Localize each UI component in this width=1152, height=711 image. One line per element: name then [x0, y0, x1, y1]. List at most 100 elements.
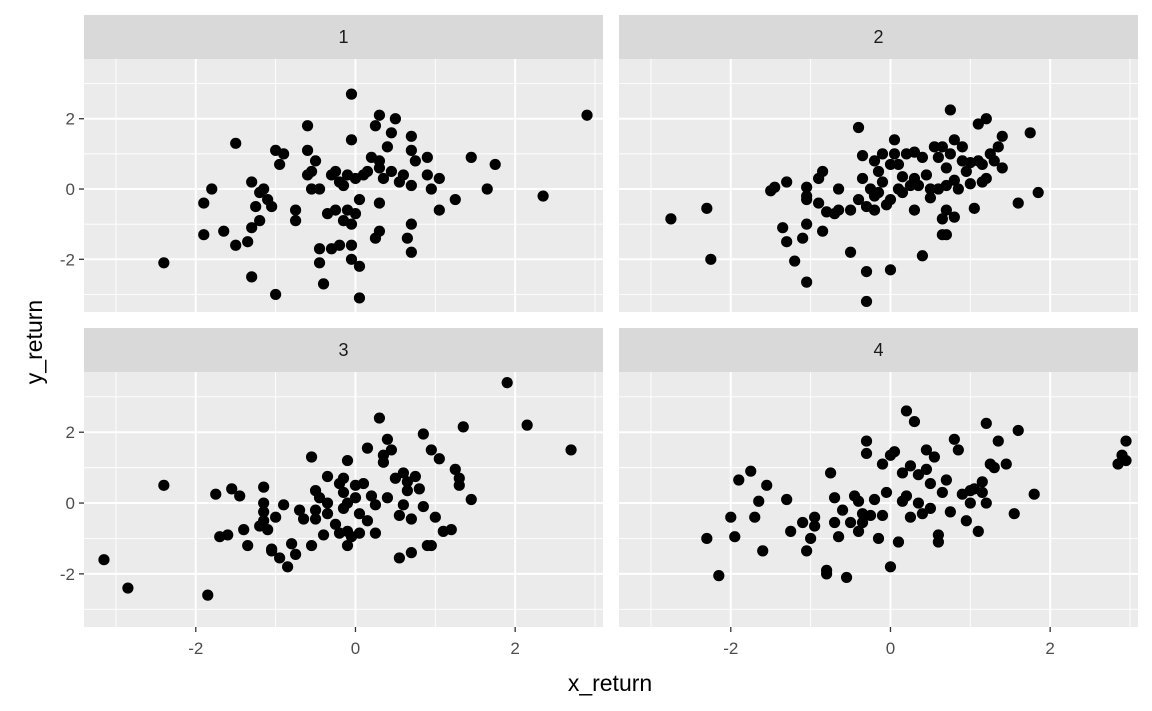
data-point — [852, 121, 865, 134]
data-point — [876, 148, 889, 160]
data-point — [369, 232, 382, 244]
facet-strip-label: 4 — [873, 340, 883, 360]
data-point — [433, 453, 445, 465]
data-point — [278, 499, 290, 511]
data-point — [908, 146, 921, 158]
x-axis-title: x_return — [568, 670, 652, 696]
data-point — [940, 204, 952, 216]
data-point — [397, 467, 409, 479]
data-point — [341, 454, 354, 467]
y-tick-label: 2 — [66, 423, 75, 442]
data-point — [301, 120, 314, 132]
data-point — [389, 113, 401, 125]
data-point — [433, 172, 445, 185]
data-point — [565, 444, 577, 456]
data-point — [158, 257, 170, 269]
facet-panel: 4 — [619, 328, 1138, 627]
data-point — [393, 552, 405, 564]
x-tick-label: 0 — [351, 639, 360, 658]
x-tick-label: -2 — [723, 639, 738, 658]
data-point — [230, 137, 242, 149]
data-point — [282, 561, 294, 573]
data-point — [242, 539, 254, 552]
data-point — [876, 176, 889, 188]
data-point — [1008, 508, 1020, 520]
data-point — [864, 509, 877, 522]
data-point — [246, 176, 258, 188]
y-axis-title: y_return — [21, 300, 47, 384]
data-point — [453, 479, 465, 491]
data-point — [960, 165, 972, 178]
data-point — [266, 545, 278, 557]
data-point — [952, 183, 964, 195]
data-point — [381, 492, 394, 504]
data-point — [305, 451, 318, 463]
facet-strip-label: 2 — [873, 27, 883, 47]
data-point — [317, 529, 330, 541]
data-point — [944, 506, 956, 518]
data-point — [836, 504, 849, 516]
data-point — [916, 250, 929, 262]
data-point — [333, 176, 346, 188]
data-point — [405, 513, 417, 525]
y-tick-label: -2 — [60, 565, 75, 584]
data-point — [1120, 435, 1132, 447]
data-point — [749, 511, 761, 523]
data-point — [761, 479, 773, 491]
data-point — [301, 144, 314, 156]
data-point — [250, 200, 262, 213]
data-point — [521, 419, 533, 431]
data-point — [936, 141, 948, 153]
data-point — [246, 222, 258, 234]
data-point — [341, 169, 354, 181]
data-point — [381, 433, 394, 445]
data-point — [797, 232, 809, 244]
facet-strip — [619, 328, 1138, 372]
data-point — [944, 104, 956, 116]
data-point — [884, 158, 897, 171]
data-point — [936, 213, 948, 225]
data-point — [373, 109, 386, 121]
data-point — [385, 127, 398, 139]
data-point — [729, 531, 741, 543]
data-point — [481, 183, 493, 195]
data-point — [920, 463, 933, 475]
data-point — [948, 174, 960, 186]
data-point — [158, 479, 170, 491]
data-point — [341, 539, 354, 552]
data-point — [270, 144, 282, 156]
data-point — [337, 486, 350, 499]
data-point — [781, 176, 793, 188]
data-point — [337, 215, 350, 227]
data-point — [309, 155, 322, 167]
data-point — [924, 192, 937, 204]
data-point — [365, 151, 378, 163]
data-point — [345, 134, 358, 146]
data-point — [916, 508, 929, 520]
data-point — [876, 458, 889, 470]
facet-strip — [619, 15, 1138, 59]
data-point — [940, 162, 952, 174]
data-point — [353, 527, 366, 539]
data-point — [968, 202, 980, 214]
data-point — [258, 481, 270, 493]
data-point — [369, 120, 382, 132]
data-point — [920, 444, 933, 456]
data-point — [202, 589, 214, 601]
data-point — [345, 88, 358, 100]
data-point — [665, 213, 677, 225]
data-point — [832, 183, 845, 195]
data-point — [852, 193, 865, 206]
data-point — [852, 495, 865, 507]
data-point — [313, 243, 326, 255]
data-point — [753, 495, 765, 507]
data-point — [705, 253, 717, 265]
data-point — [801, 193, 813, 206]
data-point — [900, 405, 913, 417]
data-point — [888, 446, 901, 458]
data-point — [809, 511, 821, 523]
data-point — [725, 511, 737, 523]
data-point — [880, 486, 893, 499]
data-point — [1120, 454, 1132, 467]
data-point — [381, 141, 394, 153]
